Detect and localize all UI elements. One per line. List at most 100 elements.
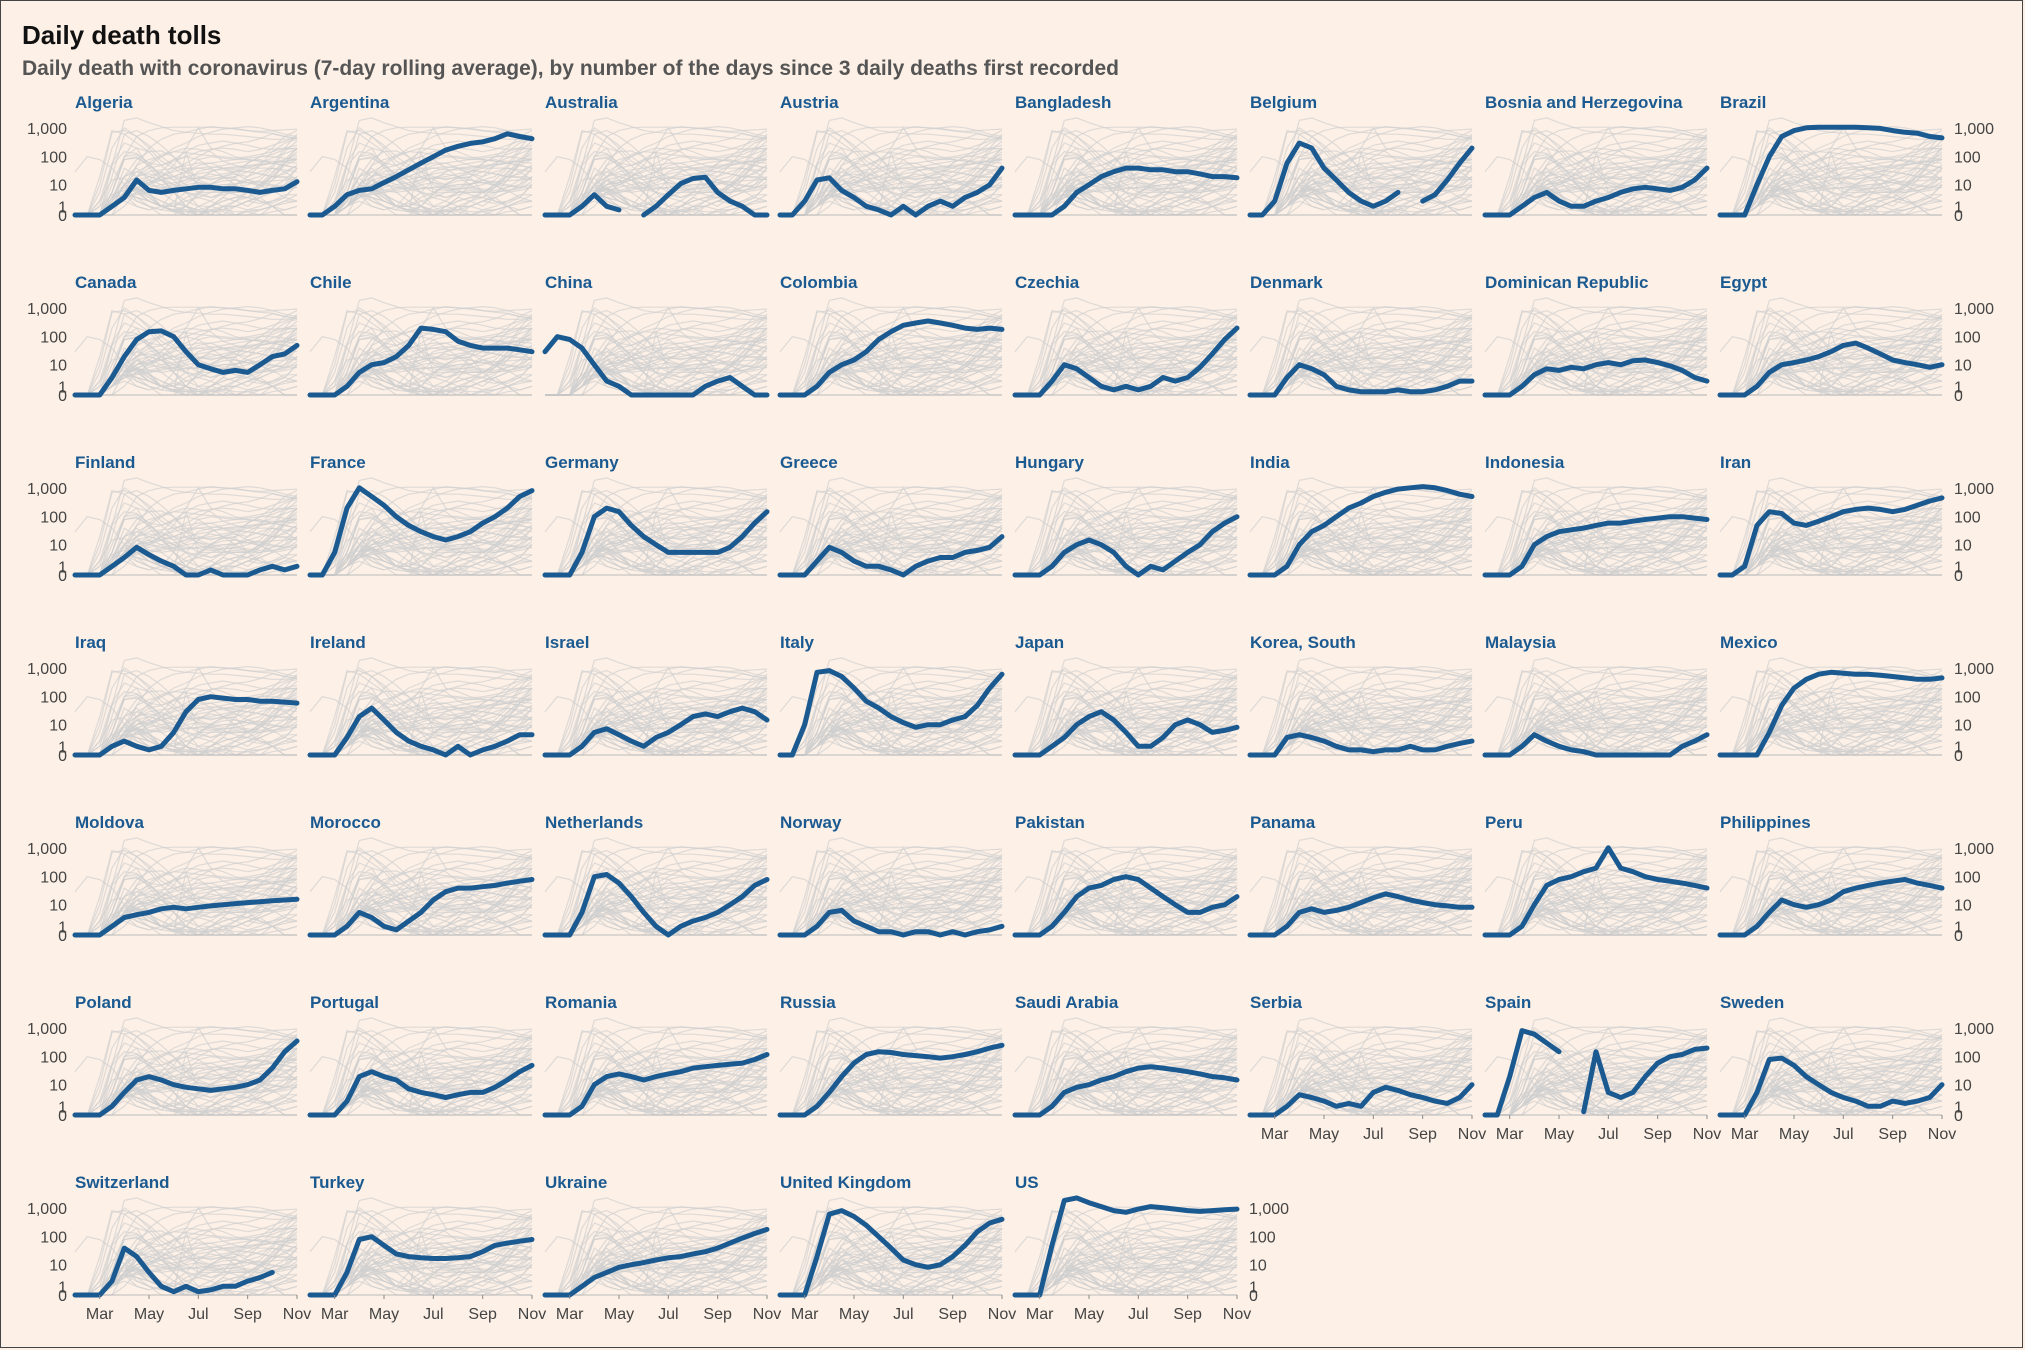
context-line	[1015, 1033, 1238, 1116]
y-tick-label: 0	[58, 1108, 67, 1125]
x-tick-label: May	[1309, 1126, 1339, 1143]
x-tick-label: Jul	[1128, 1306, 1148, 1323]
context-line	[1250, 688, 1473, 756]
context-line	[780, 849, 1003, 936]
context-line	[1720, 688, 1943, 756]
panel-austria: Austria	[777, 93, 1005, 218]
x-tick-label: Nov	[1458, 1126, 1486, 1143]
series-line	[777, 318, 1005, 398]
context-line	[780, 1274, 1003, 1296]
y-tick-label: 1,000	[27, 481, 67, 498]
x-tick-label: Sep	[233, 1306, 262, 1323]
panel-italy: Italy	[777, 633, 1005, 758]
context-line	[1485, 117, 1708, 216]
panel-dominican-republic: Dominican Republic	[1482, 273, 1710, 398]
context-line	[310, 657, 533, 756]
context-line	[1015, 1228, 1238, 1296]
context-line	[545, 313, 768, 396]
series-line	[72, 694, 300, 758]
context-line	[1015, 734, 1238, 756]
context-line	[310, 1029, 533, 1116]
context-line	[780, 657, 1003, 756]
series-line	[1717, 877, 1945, 938]
panel-title: Korea, South	[1250, 633, 1356, 652]
x-tick-label: Nov	[988, 1306, 1016, 1323]
panel-bangladesh: Bangladesh	[1012, 93, 1240, 218]
context-line	[1015, 1017, 1238, 1116]
panel-portugal: Portugal	[307, 993, 535, 1118]
series-line	[1717, 495, 1945, 578]
panel-united-kingdom: United Kingdom Mar May Jul Sep Nov	[777, 1173, 1016, 1323]
x-tick-label: May	[1779, 1126, 1809, 1143]
context-line	[1250, 126, 1473, 216]
context-line	[545, 734, 768, 756]
context-line	[545, 194, 768, 216]
context-line	[780, 477, 1003, 576]
series-line	[1247, 732, 1475, 758]
context-line	[545, 837, 768, 936]
context-line	[545, 657, 768, 756]
y-tick-label: 1	[1954, 379, 1963, 396]
y-tick-label: 0	[1954, 208, 1963, 225]
y-tick-label: 100	[1954, 510, 1981, 527]
context-line	[780, 669, 1003, 756]
context-line	[310, 297, 533, 396]
context-line	[1015, 853, 1238, 936]
context-line	[780, 837, 1003, 936]
context-line	[780, 688, 1003, 756]
series-line	[307, 325, 535, 398]
context-line	[1250, 133, 1473, 216]
context-line	[780, 148, 1003, 216]
series-line	[1482, 357, 1710, 398]
series-line	[72, 896, 300, 938]
series-line	[777, 534, 1005, 578]
context-line	[75, 734, 298, 756]
y-tick-label: 10	[49, 718, 67, 735]
y-tick-label: 1	[58, 919, 67, 936]
context-line	[75, 328, 298, 396]
series-line	[1482, 514, 1710, 578]
context-line	[1015, 493, 1238, 576]
panel-iraq: Iraq 01 10 100 1,000	[27, 633, 300, 765]
panel-greece: Greece	[777, 453, 1005, 578]
series-line	[1012, 1195, 1240, 1298]
panel-israel: Israel	[542, 633, 770, 758]
panel-title: India	[1250, 453, 1290, 472]
x-tick-label: Mar	[791, 1306, 819, 1323]
series-line	[1482, 845, 1710, 938]
context-line	[1250, 1033, 1473, 1116]
context-line	[780, 1213, 1003, 1296]
y-tick-label: 0	[1954, 1108, 1963, 1125]
context-line	[780, 493, 1003, 576]
context-line	[1485, 477, 1708, 576]
x-tick-label: Sep	[938, 1306, 967, 1323]
context-line	[310, 306, 533, 396]
context-line	[1485, 129, 1708, 216]
context-line	[75, 657, 298, 756]
context-line	[1250, 328, 1473, 396]
context-line	[75, 493, 298, 576]
panel-sweden: Sweden 01 10 100 1,000 Mar May Jul Sep Nov	[1717, 993, 1994, 1143]
y-tick-label: 1	[1954, 919, 1963, 936]
y-tick-label: 1,000	[1954, 841, 1994, 858]
x-tick-label: Mar	[556, 1306, 584, 1323]
context-line	[1015, 328, 1238, 396]
context-line	[1015, 1213, 1238, 1296]
series-line	[777, 1042, 1005, 1118]
context-line	[1720, 853, 1943, 936]
context-line	[1485, 297, 1708, 396]
context-line	[545, 374, 768, 396]
context-line	[1485, 1017, 1708, 1116]
context-line	[75, 1029, 298, 1116]
context-line	[1485, 669, 1708, 756]
panel-title: Switzerland	[75, 1173, 169, 1192]
context-line	[75, 849, 298, 936]
panel-japan: Japan	[1012, 633, 1240, 758]
context-line	[780, 1197, 1003, 1296]
y-tick-label: 1	[58, 379, 67, 396]
panel-title: Indonesia	[1485, 453, 1565, 472]
context-line	[75, 297, 298, 396]
context-line	[75, 1033, 298, 1116]
x-tick-label: Sep	[1408, 1126, 1437, 1143]
context-line	[780, 374, 1003, 396]
